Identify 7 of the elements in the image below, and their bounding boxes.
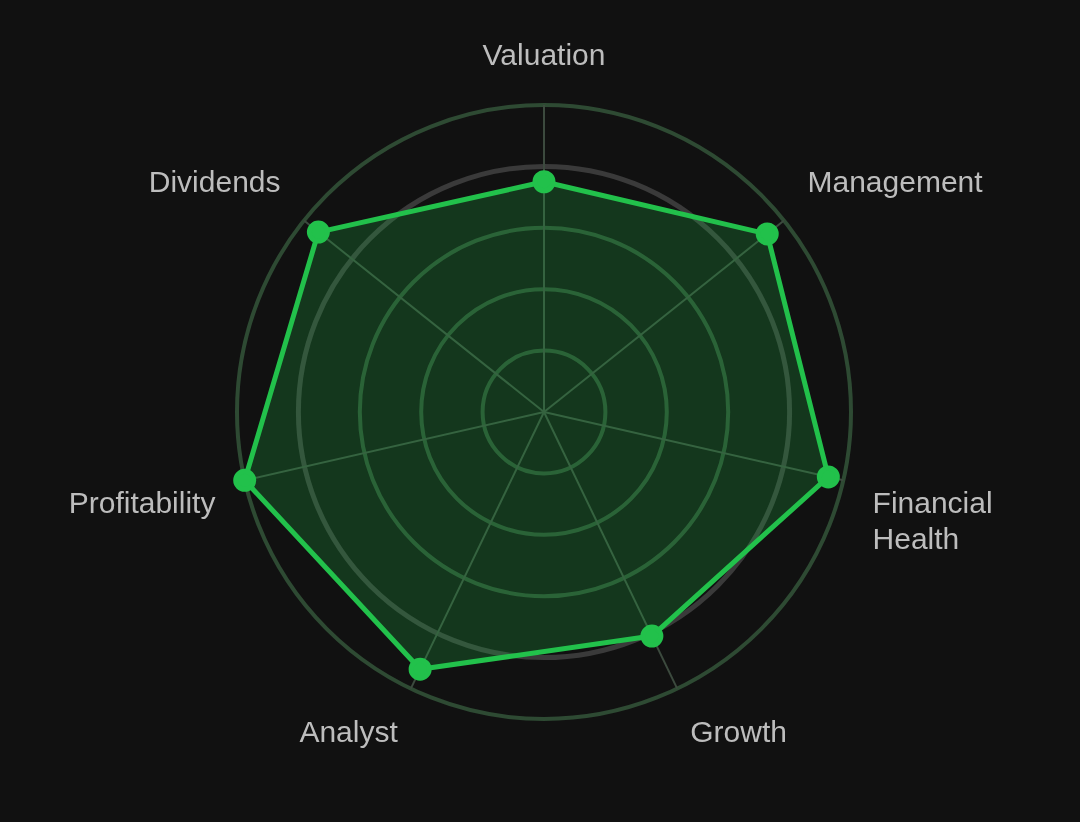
spoke-label: Financial Health [872, 486, 993, 556]
spoke-label: Growth [690, 714, 787, 748]
spoke-label: Profitability [68, 486, 216, 520]
spoke-label: Valuation [482, 38, 606, 72]
spoke-label: Dividends [148, 165, 281, 199]
spoke-label: Analyst [299, 714, 399, 748]
spoke-label: Management [807, 165, 984, 199]
